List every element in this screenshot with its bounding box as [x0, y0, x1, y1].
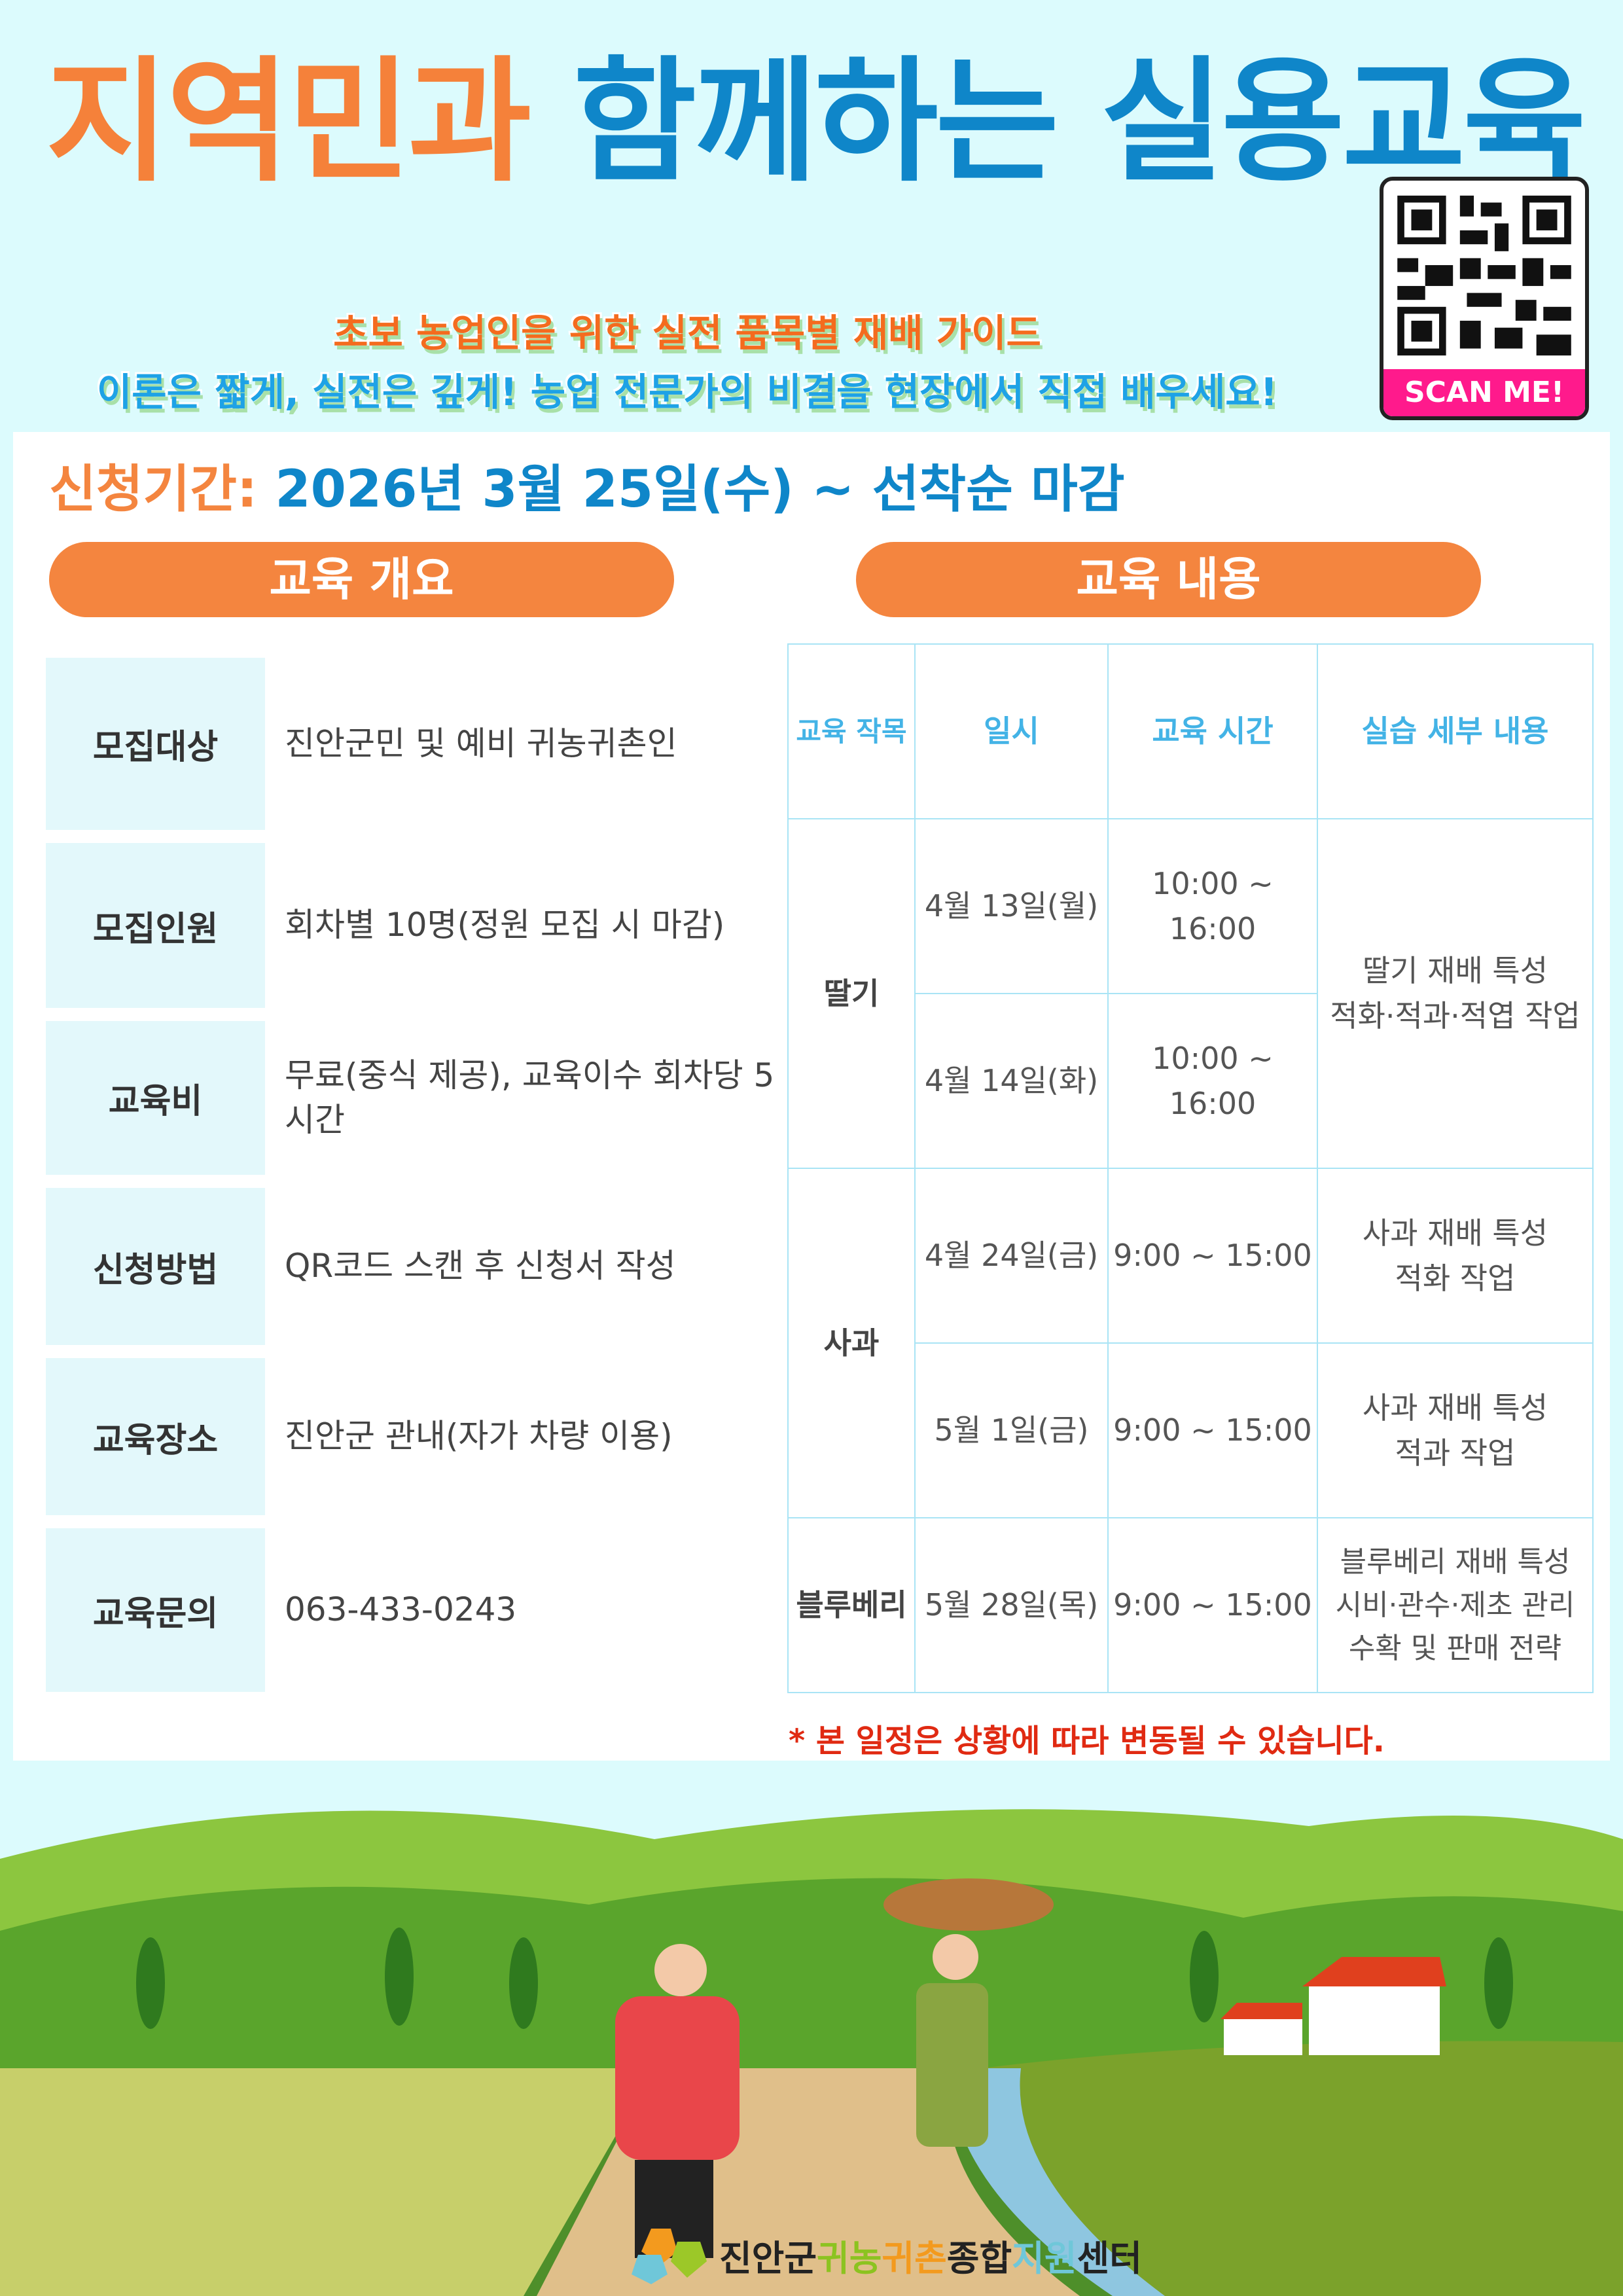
center-logo-icon — [632, 2229, 707, 2284]
period-label: 신청기간: — [49, 460, 258, 519]
col-detail: 실습 세부 내용 — [1317, 643, 1594, 819]
logo-text-6: 센터 — [1077, 2237, 1142, 2279]
time-cell: 9:00 ~ 15:00 — [1107, 1342, 1318, 1518]
overview-value: 회차별 10명(정원 모집 시 마감) — [285, 906, 725, 944]
col-crop: 교육 작목 — [787, 643, 916, 819]
detail-cell: 블루베리 재배 특성 시비·관수·제초 관리 수확 및 판매 전략 — [1317, 1517, 1594, 1693]
center-logo: 진안군 귀농 귀촌 종합 지원 센터 — [632, 2225, 1142, 2284]
overview-label: 교육문의 — [46, 1528, 265, 1692]
scan-me-label: SCAN ME! — [1383, 369, 1585, 416]
page-title: 지역민과 함께하는 실용교육 — [0, 13, 1623, 207]
time-cell: 10:00 ~ 16:00 — [1107, 993, 1318, 1169]
crop-cell: 딸기 — [787, 818, 916, 1169]
logo-text-1: 진안군 — [719, 2237, 817, 2279]
date-cell: 4월 24일(금) — [914, 1168, 1109, 1344]
overview-value: 무료(중식 제공), 교육이수 회차당 5시간 — [285, 1056, 775, 1139]
time-cell: 9:00 ~ 15:00 — [1107, 1517, 1318, 1693]
overview-value: 063-433-0243 — [285, 1590, 517, 1629]
schedule-table: 교육 작목 일시 교육 시간 실습 세부 내용 딸기 4월 13일(월) 10:… — [787, 643, 1594, 1693]
col-time: 교육 시간 — [1107, 643, 1318, 819]
schedule-note: * 본 일정은 상황에 따라 변동될 수 있습니다. — [789, 1723, 1385, 1759]
logo-text-4: 종합 — [946, 2237, 1012, 2279]
subtitle-2: 이론은 짧게, 실전은 깊게! 농업 전문가의 비결을 현장에서 직접 배우세요… — [96, 370, 1278, 414]
subtitle-1: 초보 농업인을 위한 실전 품목별 재배 가이드 — [333, 311, 1041, 355]
title-highlight: 지역민과 — [46, 45, 531, 200]
detail-cell: 사과 재배 특성 적화 작업 — [1317, 1168, 1594, 1344]
overview-label: 교육비 — [46, 1021, 265, 1175]
table-row: 딸기 4월 13일(월) 10:00 ~ 16:00 딸기 재배 특성 적화·적… — [787, 818, 1594, 1169]
qr-code-icon — [1397, 195, 1571, 356]
col-date: 일시 — [914, 643, 1109, 819]
qr-code[interactable]: SCAN ME! — [1380, 177, 1589, 420]
crop-cell: 사과 — [787, 1168, 916, 1518]
time-cell: 9:00 ~ 15:00 — [1107, 1168, 1318, 1344]
overview-value: 진안군 관내(자가 차량 이용) — [285, 1417, 673, 1456]
overview-heading: 교육 개요 — [49, 542, 674, 617]
overview-label: 모집대상 — [46, 658, 265, 830]
overview-label: 교육장소 — [46, 1358, 265, 1515]
time-cell: 10:00 ~ 16:00 — [1107, 818, 1318, 994]
table-row: 블루베리 5월 28일(목) 9:00 ~ 15:00 블루베리 재배 특성 시… — [787, 1517, 1594, 1693]
overview-value: QR코드 스캔 후 신청서 작성 — [285, 1247, 676, 1285]
table-row: 5월 1일(금) 9:00 ~ 15:00 사과 재배 특성 적과 작업 — [788, 1342, 1594, 1518]
logo-text-5: 지원 — [1012, 2237, 1077, 2279]
crop-cell: 블루베리 — [787, 1517, 916, 1693]
logo-text-2: 귀농 — [817, 2237, 882, 2279]
farm-landscape-illustration — [0, 1809, 1623, 2296]
date-cell: 4월 14일(화) — [914, 993, 1109, 1169]
overview-label: 신청방법 — [46, 1188, 265, 1345]
overview-value: 진안군민 및 예비 귀농귀촌인 — [285, 724, 677, 762]
application-period: 신청기간: 2026년 3월 25일(수) ~ 선착순 마감 — [49, 448, 1125, 522]
table-row: 사과 4월 24일(금) 9:00 ~ 15:00 사과 재배 특성 적화 작업 — [787, 1168, 1594, 1518]
table-row: 4월 14일(화) 10:00 ~ 16:00 — [788, 993, 1593, 1169]
detail-cell: 사과 재배 특성 적과 작업 — [1317, 1342, 1594, 1518]
date-cell: 4월 13일(월) — [914, 818, 1109, 994]
detail-cell: 딸기 재배 특성 적화·적과·적엽 작업 — [1317, 818, 1594, 1169]
table-header-row: 교육 작목 일시 교육 시간 실습 세부 내용 — [787, 643, 1594, 819]
overview-label: 모집인원 — [46, 843, 265, 1008]
period-value: 2026년 3월 25일(수) ~ 선착순 마감 — [275, 460, 1125, 519]
date-cell: 5월 28일(목) — [914, 1517, 1109, 1693]
title-main: 함께하는 실용교육 — [573, 45, 1586, 200]
content-heading: 교육 내용 — [856, 542, 1481, 617]
logo-text-3: 귀촌 — [882, 2237, 947, 2279]
date-cell: 5월 1일(금) — [914, 1342, 1109, 1518]
